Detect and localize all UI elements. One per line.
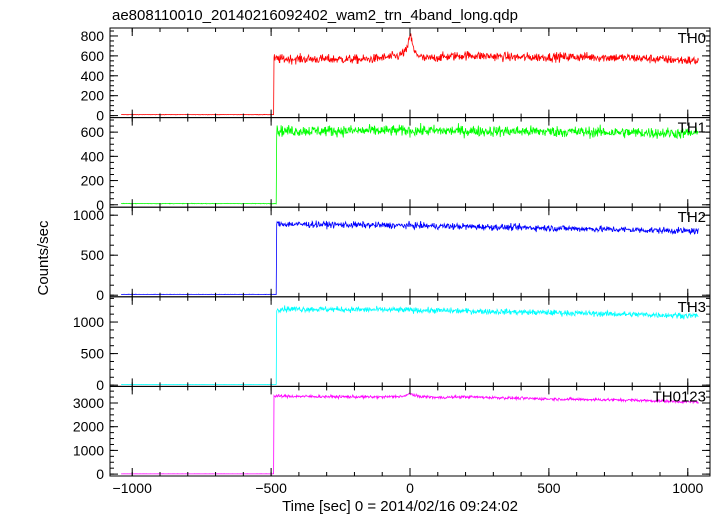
chart-title: ae808110010_20140216092402_wam2_trn_4ban… [112, 7, 518, 24]
y-tick-label: 0 [96, 197, 104, 213]
y-tick-label: 1000 [73, 314, 104, 330]
y-tick-label: 400 [81, 148, 105, 164]
y-tick-label: 3000 [73, 395, 104, 411]
panel-label: TH3 [678, 299, 706, 316]
x-tick-label: −1000 [113, 480, 153, 496]
y-axis-label: Counts/sec [35, 220, 52, 296]
y-tick-label: 2000 [73, 419, 104, 435]
panels-group: 0 200 400 600 800 TH0 0 200 400 600 TH1 0 500 1000 TH2… [73, 27, 711, 496]
panel-frame [109, 27, 711, 119]
panel-th0123: 0 1000 2000 3000 TH0123 [73, 385, 711, 482]
y-tick-label: 500 [81, 346, 105, 362]
y-tick-label: 500 [81, 247, 105, 263]
y-tick-label: 200 [81, 173, 105, 189]
y-tick-label: 600 [81, 124, 105, 140]
y-tick-label: 800 [81, 28, 105, 44]
x-axis-label: Time [sec] 0 = 2014/02/16 09:24:02 [282, 498, 518, 515]
y-tick-label: 1000 [73, 442, 104, 458]
y-tick-label: 0 [96, 466, 104, 482]
x-tick-label: 0 [406, 480, 414, 496]
panel-th2: 0 500 1000 TH2 [73, 206, 711, 303]
series-line-th3 [121, 305, 699, 386]
series-line-th0 [121, 33, 699, 116]
panel-frame [109, 206, 711, 298]
y-tick-label: 1000 [73, 207, 104, 223]
panel-label: TH1 [678, 120, 706, 137]
x-tick-label: 500 [537, 480, 561, 496]
panel-label: TH2 [678, 209, 706, 226]
y-tick-label: 400 [81, 68, 105, 84]
panel-label: TH0123 [653, 388, 706, 405]
x-tick-label: −500 [255, 480, 287, 496]
y-tick-label: 0 [96, 108, 104, 124]
series-line-th2 [121, 220, 699, 296]
y-tick-label: 600 [81, 48, 105, 64]
panel-th1: 0 200 400 600 TH1 [81, 117, 711, 213]
y-tick-label: 200 [81, 88, 105, 104]
x-tick-label: 1000 [672, 480, 703, 496]
series-line-th0123 [121, 391, 699, 475]
y-tick-label: 0 [96, 287, 104, 303]
y-tick-label: 0 [96, 377, 104, 393]
panel-th3: 0 500 1000 TH3 [73, 296, 711, 393]
series-line-th1 [121, 122, 699, 205]
panel-label: TH0 [678, 30, 706, 47]
panel-th0: 0 200 400 600 800 TH0 [81, 27, 711, 124]
